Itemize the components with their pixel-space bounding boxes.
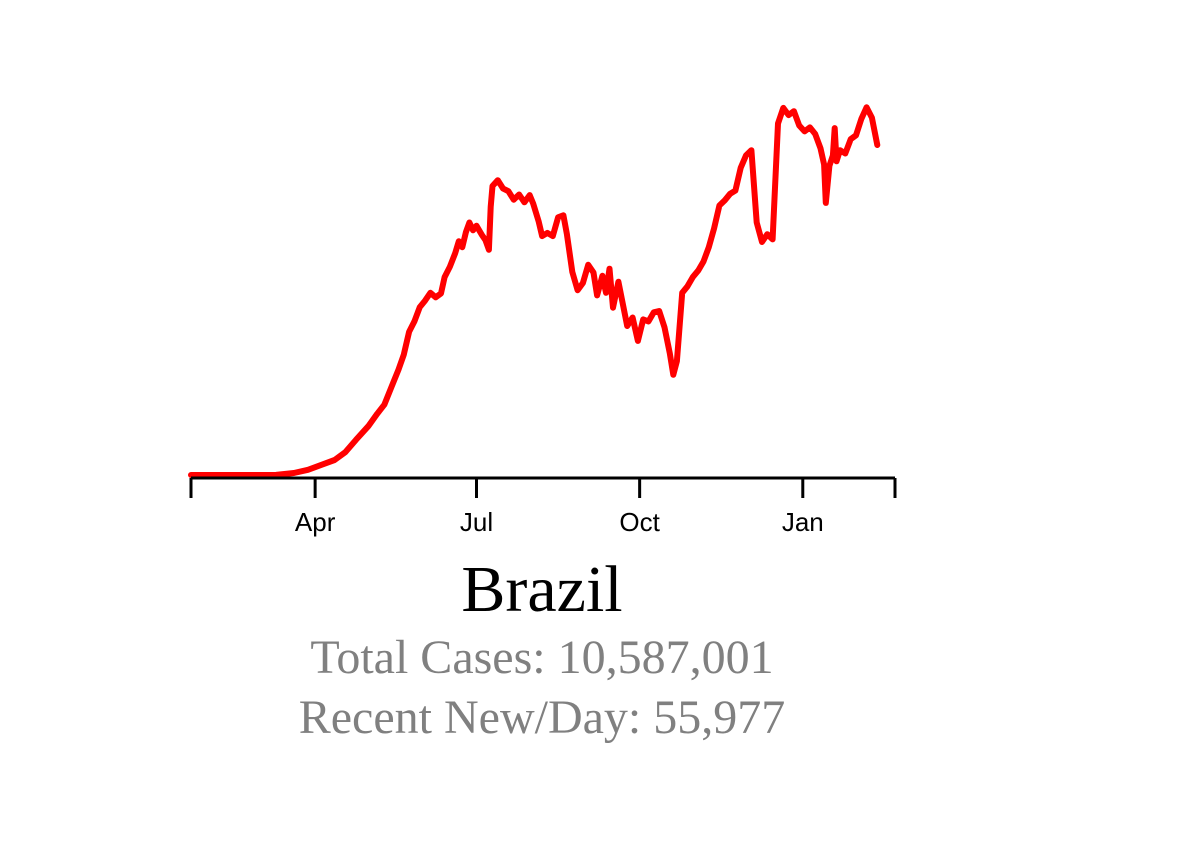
x-tick-label-apr: Apr [295, 507, 336, 537]
x-axis: Apr Jul Oct Jan [189, 476, 897, 537]
plot-area [188, 104, 881, 478]
x-tick-label-oct: Oct [619, 507, 660, 537]
x-tick-label-jul: Jul [460, 507, 493, 537]
total-cases-text: Total Cases: 10,587,001 [310, 631, 774, 684]
chart-title: Brazil [461, 553, 623, 626]
x-tick-label-jan: Jan [782, 507, 824, 537]
series-line-0 [188, 104, 881, 478]
recent-new-per-day-text: Recent New/Day: 55,977 [298, 691, 786, 744]
